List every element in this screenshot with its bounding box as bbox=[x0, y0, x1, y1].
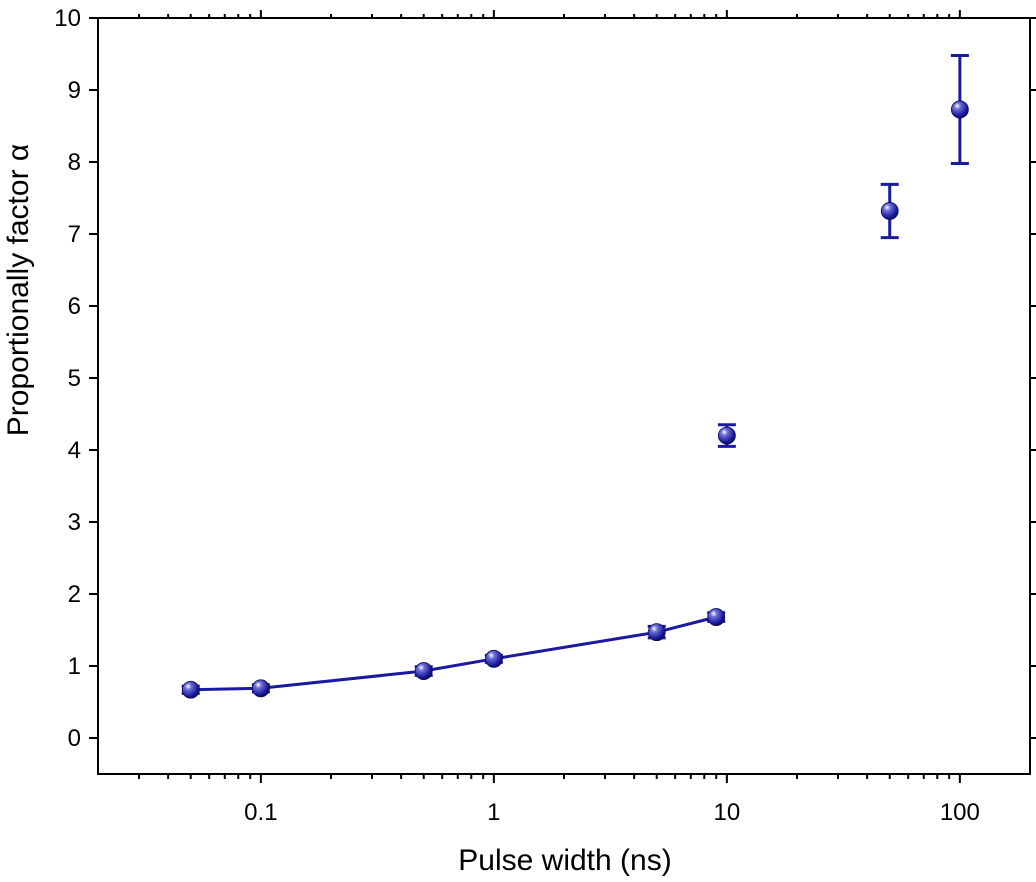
y-tick-label: 6 bbox=[68, 293, 81, 320]
y-tick-label: 10 bbox=[54, 5, 81, 32]
data-point bbox=[181, 680, 200, 699]
y-tick-label: 7 bbox=[68, 221, 81, 248]
x-tick-label: 10 bbox=[714, 799, 741, 826]
series-line bbox=[190, 615, 717, 692]
data-point bbox=[251, 679, 270, 698]
x-tick-label: 100 bbox=[940, 799, 980, 826]
x-tick-label: 0.1 bbox=[244, 799, 277, 826]
series-line-path bbox=[190, 615, 717, 692]
y-tick-label: 0 bbox=[68, 725, 81, 752]
y-tick-label: 4 bbox=[68, 437, 81, 464]
plot-frame bbox=[97, 17, 1031, 775]
data-point bbox=[707, 608, 726, 626]
data-points bbox=[181, 100, 969, 699]
y-tick-label: 1 bbox=[68, 653, 81, 680]
y-tick-label: 8 bbox=[68, 149, 81, 176]
y-tick-label: 3 bbox=[68, 509, 81, 536]
y-tick-label: 5 bbox=[68, 365, 81, 392]
axis-ticks bbox=[89, 10, 1036, 783]
axes bbox=[97, 17, 1031, 775]
y-tick-label: 9 bbox=[68, 77, 81, 104]
data-point bbox=[414, 662, 433, 680]
x-axis-title: Pulse width (ns) bbox=[458, 844, 671, 877]
y-tick-label: 2 bbox=[68, 581, 81, 608]
data-point bbox=[484, 649, 503, 668]
data-point bbox=[647, 623, 666, 642]
y-axis-title: Proportionally factor α bbox=[2, 144, 35, 436]
data-point bbox=[950, 100, 969, 119]
error-bars bbox=[181, 53, 969, 695]
data-point bbox=[717, 426, 736, 445]
x-tick-label: 1 bbox=[487, 799, 500, 826]
tick-labels: 0 1 2 3 4 5 6 7 8 9 10 0.1 1 10 100 bbox=[54, 5, 980, 826]
data-point bbox=[880, 202, 899, 220]
